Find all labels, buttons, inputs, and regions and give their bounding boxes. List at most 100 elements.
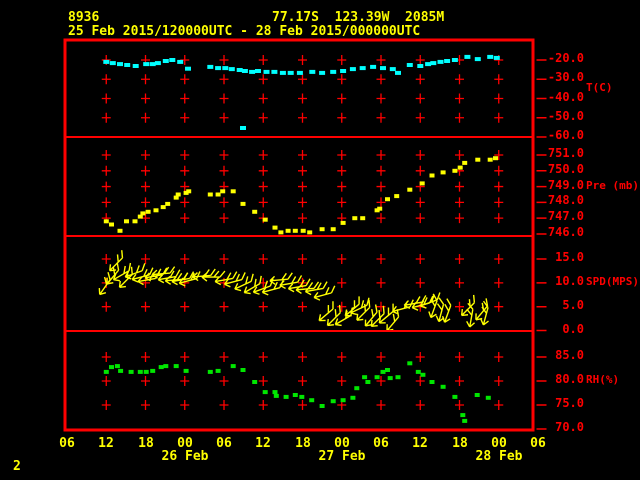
temperature-series xyxy=(103,54,500,130)
pressure-ytick-label: 751.0 xyxy=(547,146,584,160)
wind-barb-icon xyxy=(171,271,195,286)
pressure-grid xyxy=(101,150,504,224)
x-axis-hour-label: 12 xyxy=(255,436,271,451)
temperature-ytick-label: -50.0 xyxy=(547,109,584,123)
plot-frame xyxy=(63,38,535,432)
wind-barb-icon xyxy=(157,269,181,284)
time-range: 25 Feb 2015/120000UTC - 28 Feb 2015/0000… xyxy=(68,24,421,39)
x-axis-hour-label: 18 xyxy=(452,436,468,451)
wind-barb-icon xyxy=(318,301,334,322)
wind-barb-icon xyxy=(106,262,120,285)
wind-barb-icon xyxy=(118,266,133,288)
wind-barb-icon xyxy=(378,303,394,324)
x-axis-hour-label: 06 xyxy=(59,436,75,451)
pressure-series xyxy=(103,156,498,235)
temperature-unit-label: T(C) xyxy=(586,81,613,94)
temperature-ytick-label: -40.0 xyxy=(547,90,584,104)
relative_humidity-grid xyxy=(101,352,504,411)
relative_humidity-ytick-label: 75.0 xyxy=(555,396,584,410)
wind_speed-ytick-label: 10.0 xyxy=(555,274,584,288)
wind-barb-icon xyxy=(124,263,146,280)
relative_humidity-series xyxy=(103,361,491,423)
wind-barb-icon xyxy=(350,297,370,316)
wind-barb-icon xyxy=(411,295,434,311)
wind-barb-icon xyxy=(475,298,489,321)
pressure-unit-label: Pre (mb) xyxy=(586,179,639,192)
wind-barb-icon xyxy=(269,272,293,285)
wind-barb-icon xyxy=(419,292,441,309)
station-location: 77.17S 123.39W 2085M xyxy=(272,10,445,25)
wind-barb-icon xyxy=(466,302,476,328)
relative_humidity-ytick-label: 80.0 xyxy=(555,372,584,386)
page-number: 2 xyxy=(13,459,21,474)
x-axis-hour-label: 18 xyxy=(138,436,154,451)
x-axis-date-label: 28 Feb xyxy=(475,449,523,464)
wind-barb-icon xyxy=(428,293,438,319)
wind-barbs-series xyxy=(98,250,489,332)
x-axis-hour-label: 12 xyxy=(98,436,114,451)
x-axis-hour-label: 06 xyxy=(530,436,546,451)
wind-barb-icon xyxy=(164,272,189,285)
wind-barb-icon xyxy=(313,285,336,301)
wind-barb-icon xyxy=(178,271,201,287)
wind-barb-icon xyxy=(386,309,400,332)
x-axis-hour-label: 00 xyxy=(491,436,507,451)
x-axis-date-label: 27 Feb xyxy=(318,449,366,464)
wind-barb-icon xyxy=(441,298,452,323)
wind-barb-icon xyxy=(234,273,254,292)
wind-barb-icon xyxy=(112,262,132,282)
pressure-ytick-label: 750.0 xyxy=(547,162,584,176)
wind-barb-icon xyxy=(131,267,154,283)
wind-barb-icon xyxy=(460,294,476,317)
wind-barb-icon xyxy=(364,304,378,327)
x-axis-hour-label: 00 xyxy=(334,436,350,451)
temperature-grid xyxy=(101,55,504,123)
wind-barb-icon xyxy=(287,278,311,293)
wind_speed-ytick-label: 0.0 xyxy=(562,322,584,336)
station-id: 8936 xyxy=(68,10,100,25)
wind-barb-icon xyxy=(243,275,262,295)
wind-barb-icon xyxy=(201,270,226,282)
wind-barb-icon xyxy=(261,280,284,296)
wind-barb-icon xyxy=(435,297,445,323)
x-axis-hour-label: 00 xyxy=(177,436,193,451)
relative_humidity-ytick-label: 85.0 xyxy=(555,348,584,362)
pressure-ytick-label: 747.0 xyxy=(547,209,584,223)
wind-barb-icon xyxy=(214,271,238,286)
pressure-ytick-label: 748.0 xyxy=(547,193,584,207)
wind-barb-icon xyxy=(192,268,216,282)
relative_humidity-ytick-label: 70.0 xyxy=(555,420,584,434)
wind-barb-icon xyxy=(304,281,328,296)
x-axis-hour-label: 12 xyxy=(412,436,428,451)
wind-barb-icon xyxy=(98,272,111,296)
pressure-axis-ticks xyxy=(536,154,547,235)
wind-barb-icon xyxy=(334,307,353,327)
x-axis-hour-label: 18 xyxy=(295,436,311,451)
relative_humidity-axis-ticks xyxy=(536,356,547,430)
temperature-ytick-label: -60.0 xyxy=(547,128,584,142)
wind-barb-icon xyxy=(356,299,371,321)
wind-barb-icon xyxy=(109,250,124,272)
wind-barb-icon xyxy=(151,266,176,279)
wind_speed-ytick-label: 5.0 xyxy=(562,298,584,312)
wind-barb-icon xyxy=(392,299,414,315)
temperature-ytick-label: -20.0 xyxy=(547,51,584,65)
wind_speed-axis-ticks xyxy=(536,258,547,332)
wind-barb-icon xyxy=(295,281,320,295)
x-axis-date-label: 26 Feb xyxy=(161,449,209,464)
wind-barb-icon xyxy=(480,300,489,326)
wind_speed-ytick-label: 15.0 xyxy=(555,250,584,264)
wind-barb-icon xyxy=(370,305,385,328)
pressure-ytick-label: 749.0 xyxy=(547,178,584,192)
wind-barb-icon xyxy=(137,271,161,286)
x-axis-hour-label: 06 xyxy=(216,436,232,451)
wind-barb-icon xyxy=(279,275,303,290)
wind-barb-icon xyxy=(252,278,274,295)
x-axis-hour-label: 06 xyxy=(373,436,389,451)
relative_humidity-unit-label: RH(%) xyxy=(586,373,620,386)
wind_speed-unit-label: SPD(MPS) xyxy=(586,275,639,288)
wind-barb-icon xyxy=(403,295,427,310)
temperature-axis-ticks xyxy=(536,59,547,138)
